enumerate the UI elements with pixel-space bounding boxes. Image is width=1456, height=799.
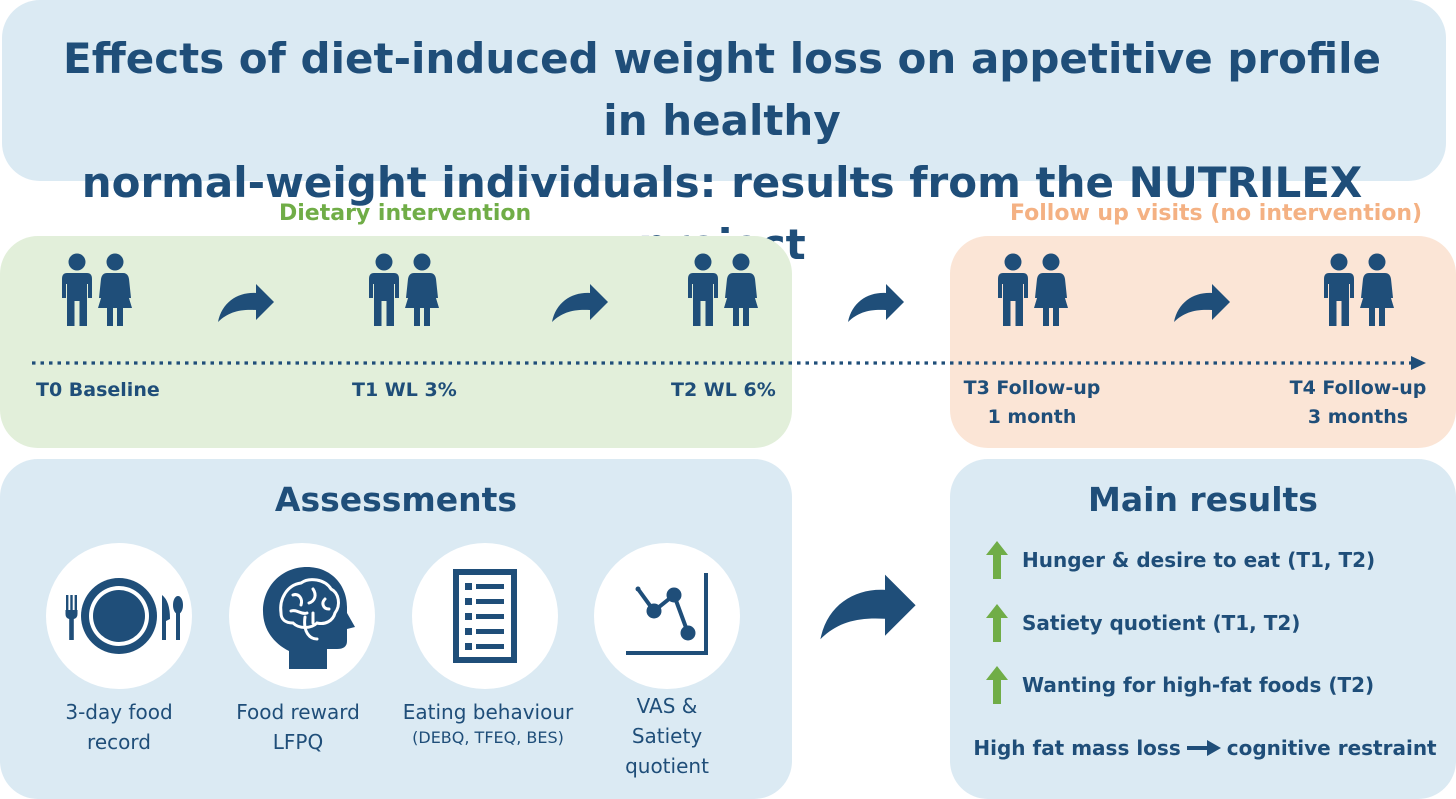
curved-arrow-icon xyxy=(552,284,608,322)
couple-icon xyxy=(688,254,758,327)
caption-line: quotient xyxy=(625,754,709,778)
timeline-arrowhead-icon xyxy=(1411,356,1426,370)
result-text: Satiety quotient (T1, T2) xyxy=(1022,611,1301,635)
timepoint-t3: T3 Follow-up 1 month xyxy=(962,374,1102,432)
result-text: Wanting for high-fat foods (T2) xyxy=(1022,673,1375,697)
assessment-caption-eating-behaviour: Eating behaviour (DEBQ, TFEQ, BES) xyxy=(398,697,578,749)
curved-arrow-icon xyxy=(848,284,904,322)
assessment-caption-vas: VAS & Satiety quotient xyxy=(577,691,757,781)
up-arrow-icon xyxy=(986,666,1008,704)
caption-line: record xyxy=(87,730,151,754)
timepoint-t2: T2 WL 6% xyxy=(671,376,776,405)
results-heading: Main results xyxy=(1088,480,1318,519)
up-arrow-icon xyxy=(986,541,1008,579)
up-arrow-icon xyxy=(986,604,1008,642)
timepoint-label: T3 Follow-up xyxy=(963,377,1101,399)
assessments-heading: Assessments xyxy=(274,480,518,519)
timepoint-sublabel: 3 months xyxy=(1307,406,1409,428)
caption-line: Food reward xyxy=(236,700,360,724)
result-conclusion: High fat mass loss cognitive restraint xyxy=(970,730,1440,766)
timepoint-t4: T4 Follow-up 3 months xyxy=(1288,374,1428,432)
caption-line: VAS & xyxy=(636,694,698,718)
intervention-label: Dietary intervention xyxy=(279,201,532,226)
results-panel xyxy=(950,459,1456,799)
couple-icon xyxy=(369,254,439,327)
plate-cutlery-icon xyxy=(46,543,192,689)
right-arrow-icon xyxy=(1186,740,1221,756)
result-text: Hunger & desire to eat (T1, T2) xyxy=(1022,548,1376,572)
timepoint-t0: T0 Baseline xyxy=(36,376,160,405)
caption-line-small: (DEBQ, TFEQ, BES) xyxy=(412,728,564,747)
curved-arrow-icon xyxy=(1174,284,1230,322)
curved-arrow-icon xyxy=(218,284,274,322)
result-item-hunger: Hunger & desire to eat (T1, T2) xyxy=(986,540,1375,580)
timepoint-label: T4 Follow-up xyxy=(1289,377,1427,399)
timepoint-label: T1 WL 3% xyxy=(352,379,457,401)
caption-line: Eating behaviour xyxy=(402,700,574,724)
couple-icon xyxy=(1324,254,1394,327)
timepoint-t1: T1 WL 3% xyxy=(352,376,457,405)
result-item-satiety: Satiety quotient (T1, T2) xyxy=(986,603,1300,643)
big-curved-arrow-icon xyxy=(820,574,916,640)
caption-line: 3-day food xyxy=(65,700,173,724)
caption-line: Satiety xyxy=(631,724,703,748)
caption-line: LFPQ xyxy=(272,730,324,754)
assessment-caption-food-reward: Food reward LFPQ xyxy=(208,697,388,757)
title-panel xyxy=(2,0,1446,181)
couple-icon xyxy=(62,254,132,327)
intervention-panel xyxy=(0,236,792,448)
followup-panel xyxy=(950,236,1456,448)
couple-icon xyxy=(998,254,1068,327)
checklist-icon xyxy=(412,543,558,689)
timepoint-sublabel: 1 month xyxy=(987,406,1077,428)
assessment-caption-food-record: 3-day food record xyxy=(29,697,209,757)
timepoint-label: T0 Baseline xyxy=(36,379,160,401)
followup-label: Follow up visits (no intervention) xyxy=(1010,201,1423,226)
timepoint-label: T2 WL 6% xyxy=(671,379,776,401)
brain-head-icon xyxy=(229,543,375,689)
conclusion-right: cognitive restraint xyxy=(1226,736,1437,760)
conclusion-left: High fat mass loss xyxy=(973,736,1181,760)
line-chart-icon xyxy=(594,543,740,689)
result-item-wanting: Wanting for high-fat foods (T2) xyxy=(986,665,1374,705)
title-line-1: Effects of diet-induced weight loss on a… xyxy=(63,34,1381,145)
